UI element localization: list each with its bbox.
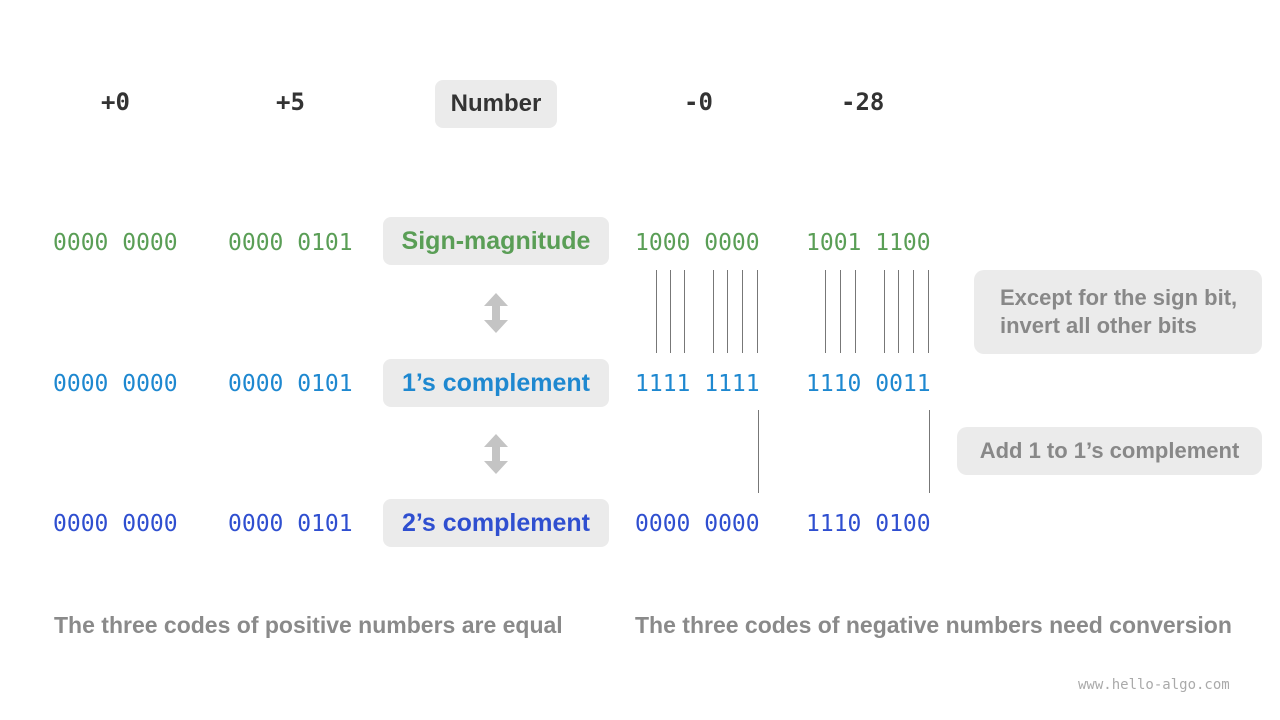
oc-pos5: 0000 0101	[228, 371, 353, 397]
oc-pos0: 0000 0000	[53, 371, 178, 397]
tc-neg0: 0000 0000	[635, 511, 760, 537]
tc-neg28: 1110 0100	[806, 511, 931, 537]
connector-line	[884, 270, 885, 353]
oc-neg28: 1110 0011	[806, 371, 931, 397]
label-twos-complement: 2’s complement	[383, 499, 609, 547]
sm-neg0: 1000 0000	[635, 230, 760, 256]
label-ones-complement: 1’s complement	[383, 359, 609, 407]
connector-line	[684, 270, 685, 353]
header-neg0: -0	[684, 88, 713, 116]
header-pos5: +5	[276, 88, 305, 116]
double-arrow-icon	[484, 434, 508, 474]
connector-line	[742, 270, 743, 353]
sm-neg28: 1001 1100	[806, 230, 931, 256]
watermark: www.hello-algo.com	[1078, 677, 1230, 693]
sm-pos5: 0000 0101	[228, 230, 353, 256]
note-invert: Except for the sign bit, invert all othe…	[974, 270, 1262, 354]
oc-neg0: 1111 1111	[635, 371, 760, 397]
connector-line	[656, 270, 657, 353]
sm-pos0: 0000 0000	[53, 230, 178, 256]
header-number: Number	[435, 80, 557, 128]
footer-positive: The three codes of positive numbers are …	[54, 612, 563, 638]
connector-line	[758, 410, 759, 493]
connector-line	[913, 270, 914, 353]
connector-line	[713, 270, 714, 353]
connector-line	[670, 270, 671, 353]
note-invert-line2: invert all other bits	[1000, 313, 1197, 338]
header-pos0: +0	[101, 88, 130, 116]
connector-line	[929, 410, 930, 493]
connector-line	[928, 270, 929, 353]
connector-line	[757, 270, 758, 353]
connector-line	[840, 270, 841, 353]
connector-line	[898, 270, 899, 353]
connector-line	[825, 270, 826, 353]
label-sign-magnitude: Sign-magnitude	[383, 217, 609, 265]
double-arrow-icon	[484, 293, 508, 333]
connector-line	[855, 270, 856, 353]
tc-pos5: 0000 0101	[228, 511, 353, 537]
header-neg28: -28	[841, 88, 885, 116]
connector-line	[727, 270, 728, 353]
footer-negative: The three codes of negative numbers need…	[635, 612, 1232, 638]
note-invert-line1: Except for the sign bit,	[1000, 285, 1238, 310]
tc-pos0: 0000 0000	[53, 511, 178, 537]
note-add-one: Add 1 to 1’s complement	[957, 427, 1262, 475]
